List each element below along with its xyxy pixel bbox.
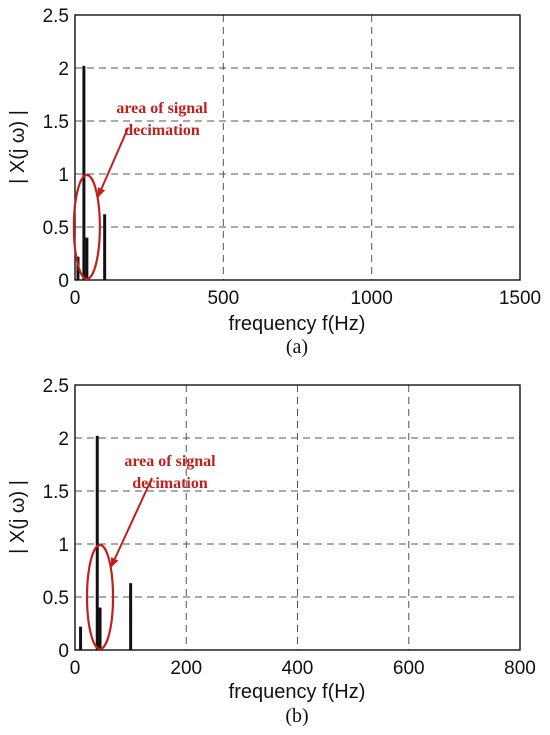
y-tick-labels: 0 0.5 1 1.5 2 2.5: [43, 6, 69, 292]
annotation-line2: decimation: [124, 122, 200, 139]
y-tick-labels: 0 0.5 1 1.5 2 2.5: [43, 376, 69, 662]
annotation: area of signal decimation: [72, 100, 208, 281]
x-tick-label: 0: [70, 288, 81, 309]
highlight-ellipse: [85, 543, 115, 651]
spectral-bar: [85, 237, 89, 280]
y-tick-label: 1: [58, 535, 69, 556]
x-tick-label: 600: [393, 658, 425, 679]
y-tick-label: 0.5: [43, 588, 69, 609]
y-tick-label: 0: [58, 641, 69, 662]
highlight-ellipse: [72, 173, 101, 281]
panel-label: (a): [286, 336, 308, 358]
annotation-line1: area of signal: [124, 453, 216, 470]
spectral-bar: [95, 435, 99, 650]
x-axis-label: frequency f(Hz): [229, 681, 366, 703]
x-tick-label: 800: [504, 658, 536, 679]
x-tick-label: 1000: [351, 288, 393, 309]
spectral-bar: [103, 214, 107, 280]
y-tick-label: 2: [58, 429, 69, 450]
chart-a: 0 0.5 1 1.5 2 2.5 0 500 1000 1500 | X(j ω) | fre…: [7, 6, 541, 358]
y-tick-label: 1.5: [43, 482, 69, 503]
x-axis-label: frequency f(Hz): [229, 313, 366, 335]
plot-frame: [74, 14, 521, 281]
bars: [79, 435, 133, 650]
x-tick-label: 500: [207, 288, 239, 309]
spectral-bar: [82, 65, 86, 280]
annotation-line1: area of signal: [116, 100, 208, 117]
y-axis-label: | X(j ω) |: [7, 110, 29, 184]
spectral-bar: [79, 626, 83, 650]
grid-lines: [75, 385, 520, 650]
panel-label: (b): [285, 705, 308, 727]
annotation-arrow: [96, 127, 129, 198]
x-tick-label: 400: [282, 658, 314, 679]
y-tick-label: 2: [58, 59, 69, 80]
y-tick-label: 2.5: [43, 376, 69, 397]
x-tick-labels: 0 200 400 600 800: [70, 658, 536, 679]
annotation: area of signal decimation: [85, 453, 216, 651]
y-tick-label: 2.5: [43, 6, 69, 27]
spectral-bar: [129, 583, 133, 650]
y-tick-label: 1: [58, 165, 69, 186]
plot-frame: [74, 384, 521, 651]
x-tick-label: 200: [170, 658, 202, 679]
x-tick-label: 1500: [499, 288, 541, 309]
chart-b: 0 0.5 1 1.5 2 2.5 0 200 400 600 800 | X(j ω) | fr…: [7, 376, 536, 727]
x-tick-labels: 0 500 1000 1500: [70, 288, 541, 309]
y-tick-label: 1.5: [43, 112, 69, 133]
annotation-line2: decimation: [132, 475, 208, 492]
y-tick-label: 0.5: [43, 218, 69, 239]
y-tick-label: 0: [58, 271, 69, 292]
x-tick-label: 0: [70, 658, 81, 679]
annotation-arrow: [110, 477, 153, 568]
grid-lines: [75, 15, 520, 280]
bars: [76, 65, 107, 280]
spectral-bar: [98, 607, 102, 650]
y-axis-label: | X(j ω) |: [7, 480, 29, 554]
